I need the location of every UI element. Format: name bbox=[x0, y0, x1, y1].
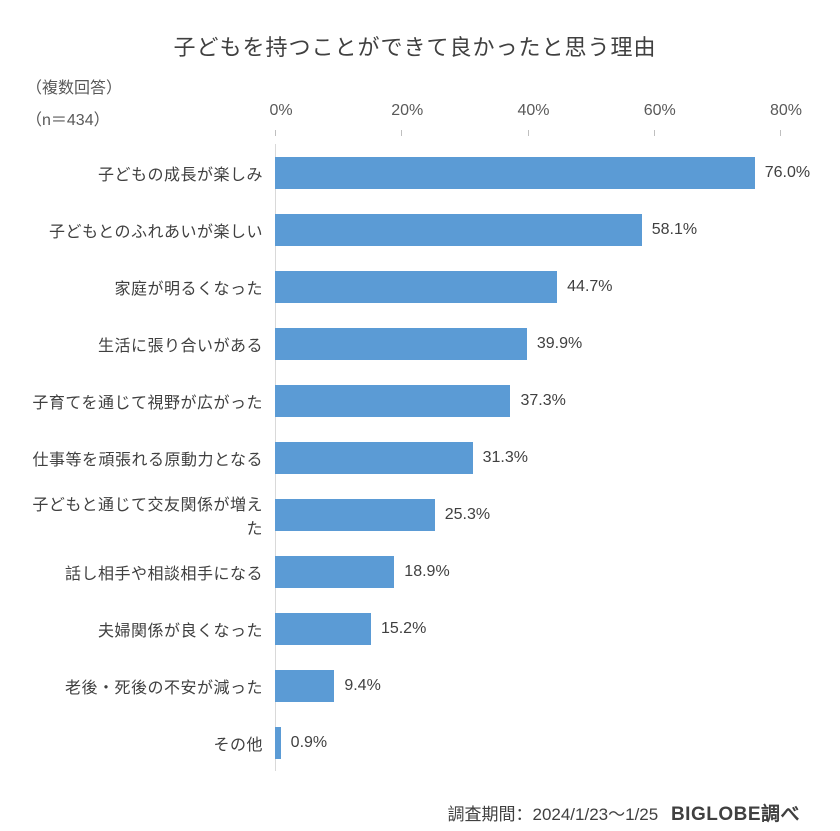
bar-cell: 18.9% bbox=[275, 543, 810, 600]
x-tick-mark bbox=[401, 130, 402, 136]
bar-value-label: 76.0% bbox=[765, 164, 810, 182]
x-tick-mark bbox=[654, 130, 655, 136]
bar: 25.3% bbox=[275, 499, 435, 531]
y-category-label: 家庭が明るくなった bbox=[20, 275, 275, 299]
y-category-label: その他 bbox=[20, 731, 275, 755]
bar-row: 話し相手や相談相手になる18.9% bbox=[20, 543, 810, 600]
bar: 76.0% bbox=[275, 157, 755, 189]
bars-area: 子どもの成長が楽しみ76.0%子どもとのふれあいが楽しい58.1%家庭が明るくな… bbox=[20, 144, 810, 771]
y-category-label: 子どもと通じて交友関係が増えた bbox=[20, 491, 275, 539]
bar-row: 生活に張り合いがある39.9% bbox=[20, 315, 810, 372]
bar-row: 子どもとのふれあいが楽しい58.1% bbox=[20, 201, 810, 258]
bar: 44.7% bbox=[275, 271, 557, 303]
bar-cell: 15.2% bbox=[275, 600, 810, 657]
y-category-label: 子育てを通じて視野が広がった bbox=[20, 389, 275, 413]
bar: 37.3% bbox=[275, 385, 510, 417]
y-category-label: 老後・死後の不安が減った bbox=[20, 674, 275, 698]
bar-value-label: 31.3% bbox=[483, 449, 528, 467]
bar-cell: 31.3% bbox=[275, 429, 810, 486]
bar-cell: 39.9% bbox=[275, 315, 810, 372]
y-category-label: 子どもの成長が楽しみ bbox=[20, 161, 275, 185]
y-category-label: 仕事等を頑張れる原動力となる bbox=[20, 446, 275, 470]
bar: 31.3% bbox=[275, 442, 473, 474]
chart-container: 子どもを持つことができて良かったと思う理由 （複数回答） （n＝434） 0% 2… bbox=[0, 0, 840, 831]
bar-value-label: 0.9% bbox=[291, 734, 327, 752]
bar-value-label: 39.9% bbox=[537, 335, 582, 353]
bar-cell: 25.3% bbox=[275, 486, 810, 543]
y-category-label: 夫婦関係が良くなった bbox=[20, 617, 275, 641]
bar-value-label: 25.3% bbox=[445, 506, 490, 524]
bar-cell: 44.7% bbox=[275, 258, 810, 315]
x-tick-label: 40% bbox=[517, 102, 549, 120]
x-tick-label: 60% bbox=[644, 102, 676, 120]
plot-area: 子どもの成長が楽しみ76.0%子どもとのふれあいが楽しい58.1%家庭が明るくな… bbox=[20, 144, 810, 771]
bar: 15.2% bbox=[275, 613, 371, 645]
y-category-label: 話し相手や相談相手になる bbox=[20, 560, 275, 584]
bar-value-label: 37.3% bbox=[520, 392, 565, 410]
bar-value-label: 9.4% bbox=[344, 677, 380, 695]
y-category-label: 子どもとのふれあいが楽しい bbox=[20, 218, 275, 242]
bar: 9.4% bbox=[275, 670, 334, 702]
bar-cell: 37.3% bbox=[275, 372, 810, 429]
x-tick-label: 80% bbox=[770, 102, 802, 120]
bar-value-label: 44.7% bbox=[567, 278, 612, 296]
x-tick-mark bbox=[780, 130, 781, 136]
bar-value-label: 58.1% bbox=[652, 221, 697, 239]
bar-cell: 9.4% bbox=[275, 657, 810, 714]
bar: 39.9% bbox=[275, 328, 527, 360]
bar-row: 家庭が明るくなった44.7% bbox=[20, 258, 810, 315]
bar: 58.1% bbox=[275, 214, 642, 246]
chart-footer: 調査期間：2024/1/23～1/25 BIGLOBE調べ bbox=[20, 799, 810, 826]
bar: 0.9% bbox=[275, 727, 281, 759]
bar-row: 子どもの成長が楽しみ76.0% bbox=[20, 144, 810, 201]
bar-row: 夫婦関係が良くなった15.2% bbox=[20, 600, 810, 657]
bar-row: 子どもと通じて交友関係が増えた25.3% bbox=[20, 486, 810, 543]
bar-cell: 0.9% bbox=[275, 714, 810, 771]
bar-row: 老後・死後の不安が減った9.4% bbox=[20, 657, 810, 714]
chart-meta-n: （n＝434） bbox=[26, 106, 281, 130]
bar-value-label: 18.9% bbox=[404, 563, 449, 581]
x-tick-label: 0% bbox=[269, 102, 292, 120]
survey-source: BIGLOBE調べ bbox=[671, 804, 800, 825]
x-tick-mark bbox=[528, 130, 529, 136]
survey-period: 調査期間：2024/1/23～1/25 bbox=[447, 805, 658, 824]
bar-row: 子育てを通じて視野が広がった37.3% bbox=[20, 372, 810, 429]
bar-row: その他0.9% bbox=[20, 714, 810, 771]
bar-cell: 58.1% bbox=[275, 201, 810, 258]
chart-meta-multiple: （複数回答） bbox=[26, 74, 810, 98]
x-axis: 0%20%40%60%80% bbox=[281, 102, 810, 130]
bar-value-label: 15.2% bbox=[381, 620, 426, 638]
y-category-label: 生活に張り合いがある bbox=[20, 332, 275, 356]
bar-cell: 76.0% bbox=[275, 144, 810, 201]
bar: 18.9% bbox=[275, 556, 394, 588]
x-axis-ticks bbox=[275, 130, 810, 136]
x-tick-mark bbox=[275, 130, 276, 136]
x-tick-label: 20% bbox=[391, 102, 423, 120]
chart-title: 子どもを持つことができて良かったと思う理由 bbox=[20, 30, 810, 62]
bar-row: 仕事等を頑張れる原動力となる31.3% bbox=[20, 429, 810, 486]
